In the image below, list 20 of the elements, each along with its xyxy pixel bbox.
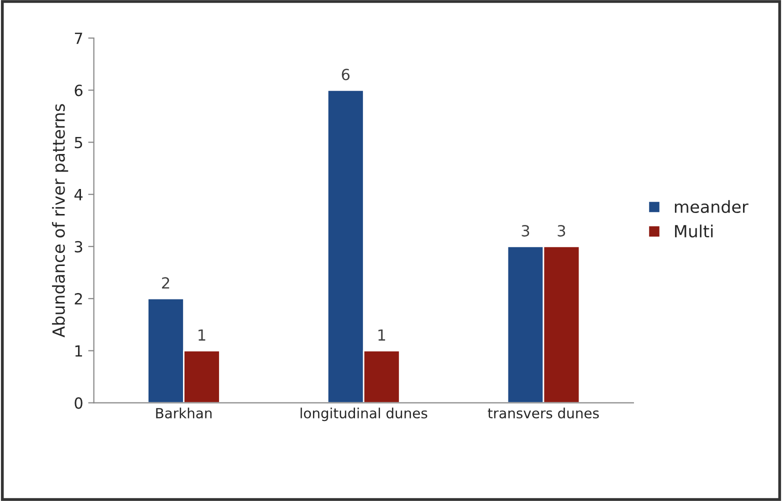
data-label: 3 [558,225,566,237]
x-tick-label: transvers dunes [488,408,599,418]
y-tick-label: 6 [74,84,82,96]
y-tick-label: 3 [74,240,82,253]
x-tick-label: Barkhan [156,408,212,418]
data-label: 1 [198,329,206,341]
y-tick-label: 0 [74,397,82,409]
data-label: 3 [522,225,530,237]
data-label: 1 [378,329,386,341]
y-tick-label: 2 [74,293,82,304]
y-tick-label: 4 [74,189,83,200]
y-tick-label: 7 [74,32,82,44]
x-tick-label: longitudinal dunes [300,408,428,422]
y-axis-title: Abundance of river patterns [52,104,68,338]
legend-label: Multi [675,224,713,238]
y-tick-label: 5 [74,136,82,148]
legend-label: meander [674,200,748,214]
y-tick-label: 1 [75,345,82,357]
data-label: 6 [342,68,350,80]
data-label: 2 [162,277,170,288]
